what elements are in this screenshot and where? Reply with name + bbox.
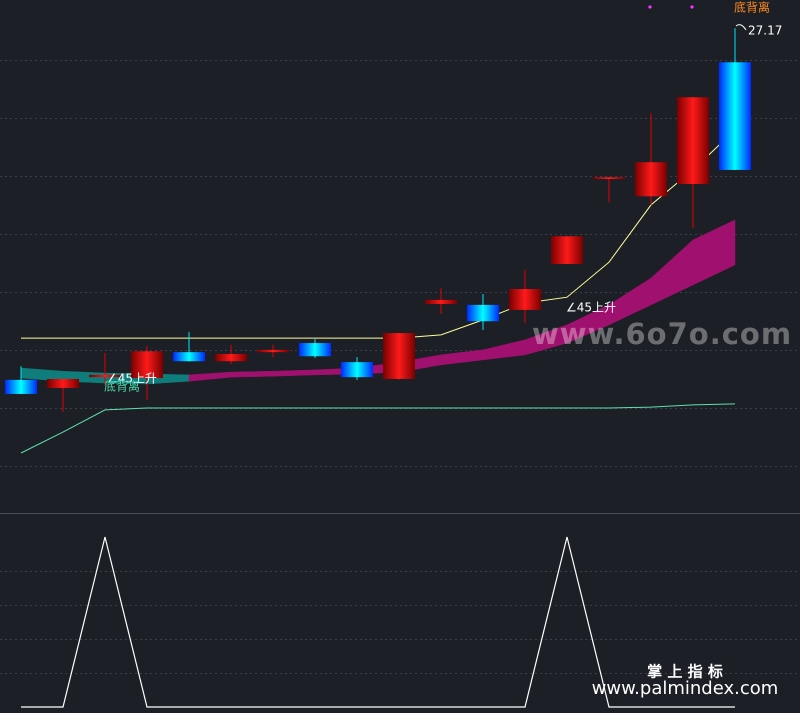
candle-body (5, 379, 37, 394)
indicator-line (21, 536, 735, 708)
annotation: 底背离 (734, 0, 770, 15)
candle-body (593, 177, 625, 180)
watermark: 掌 上 指 标 (647, 663, 723, 681)
candle-body (341, 362, 373, 378)
moving-line (20, 403, 736, 454)
candle-body (551, 236, 583, 264)
candle-body (425, 299, 457, 304)
watermark: www.palmindex.com (592, 678, 779, 699)
moving-line (21, 129, 736, 339)
candle-body (719, 62, 751, 170)
candle-body (257, 349, 289, 353)
signal-dot (690, 5, 694, 9)
candles (5, 28, 751, 413)
band-segment (188, 371, 232, 382)
band-segment (272, 369, 316, 377)
band-segment (440, 349, 484, 366)
band-segment (230, 370, 274, 378)
annotation: ∠45上升 (566, 301, 616, 315)
watermark: www.6o7o.com (532, 317, 792, 351)
lines (20, 129, 736, 454)
indicator-panel (21, 536, 735, 708)
candle-body (215, 353, 247, 362)
candle-body (509, 288, 541, 310)
candle-body (131, 351, 163, 379)
label-leader (735, 24, 747, 31)
band-segment (692, 219, 736, 286)
candle-body (299, 343, 331, 357)
candle-body (383, 333, 415, 379)
candle-body (635, 162, 667, 197)
band-segment (482, 339, 526, 361)
annotation: 底背离 (104, 379, 140, 394)
band-segment (650, 239, 694, 306)
high-label: 27.17 (748, 24, 782, 38)
band (20, 219, 736, 385)
annotation: ∠45上升 (107, 372, 157, 386)
candle-body (89, 374, 121, 378)
candle-body (467, 304, 499, 322)
candle-body (677, 97, 709, 185)
signal-dot (648, 5, 652, 9)
candle-body (173, 352, 205, 362)
candle-body (47, 378, 79, 389)
